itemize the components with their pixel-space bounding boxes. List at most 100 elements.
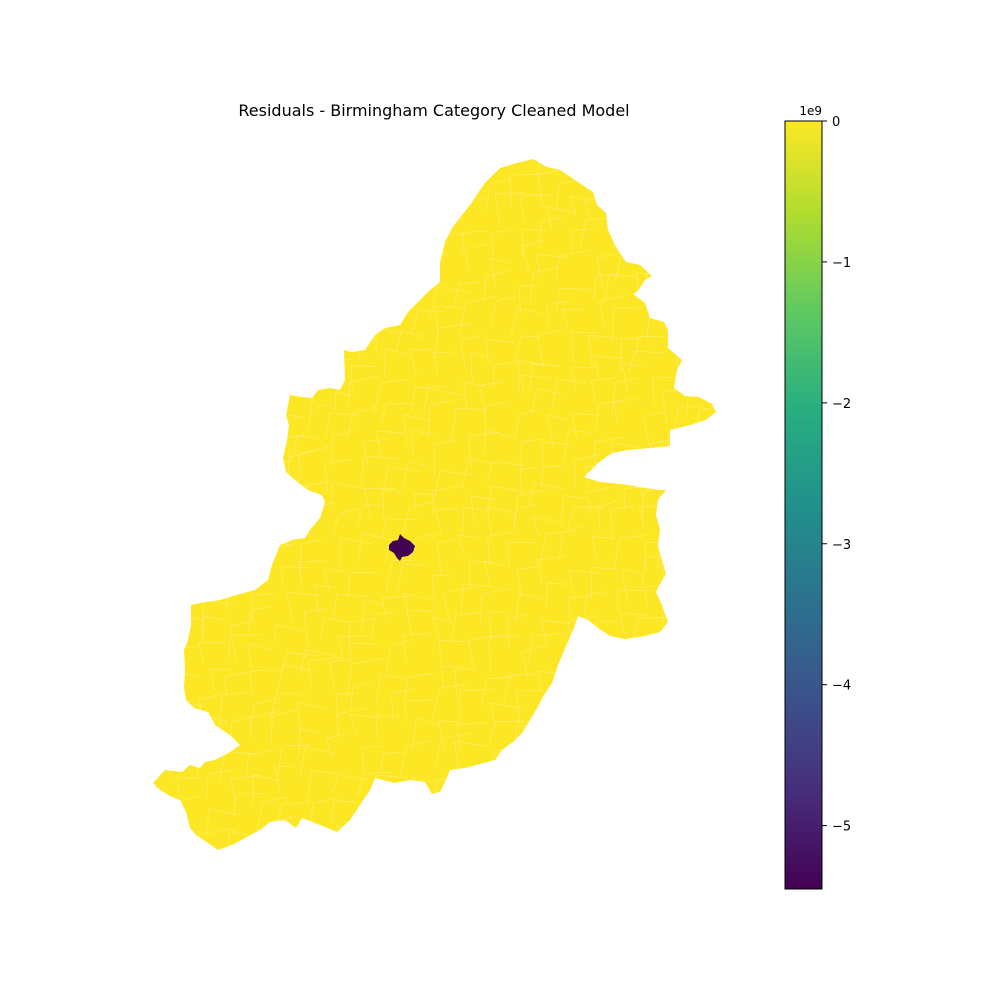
ward-boundary [459,296,498,332]
ward-boundary [596,252,625,291]
ward-boundary [260,509,293,531]
ward-boundary [261,335,291,368]
ward-boundary [636,218,663,250]
ward-boundary [634,159,663,189]
ward-boundary [567,506,604,531]
ward-boundary [410,386,448,412]
ward-boundary [673,800,702,833]
ward-boundary [172,558,200,595]
ward-boundary [429,802,452,834]
ward-boundary [614,534,651,570]
ward-boundary [482,828,504,850]
ward-boundary [587,854,614,886]
ward-boundary [568,595,593,619]
ward-boundary [641,771,674,802]
ward-boundary [153,426,177,456]
ward-boundary [208,304,228,336]
ward-boundary [234,176,259,201]
ward-boundary [375,846,397,850]
ward-boundary [666,318,699,346]
ward-boundary [728,390,762,415]
ward-boundary [374,297,404,329]
ward-boundary [365,159,390,174]
ward-boundary [507,750,538,788]
ward-boundary [348,572,379,597]
ward-boundary [287,839,312,850]
ward-boundary [194,331,221,355]
ward-boundary [694,840,716,850]
ward-boundary [668,182,702,210]
ward-boundary [169,539,202,577]
ward-boundary [277,744,311,777]
ward-boundary [259,196,290,220]
ward-boundary [336,693,358,718]
ward-boundary [643,411,666,449]
ward-boundary [270,692,307,721]
ward-boundary [558,661,584,692]
ward-boundary [528,482,563,503]
ward-boundary [153,201,182,222]
ward-boundary [488,775,524,801]
ward-boundary [206,769,235,797]
ward-boundary [301,359,327,383]
ward-boundary [668,295,698,327]
ward-boundary [545,694,570,716]
ward-boundary [272,159,309,171]
ward-boundary [173,718,207,741]
ward-boundary [488,721,525,745]
ward-boundary [470,352,494,385]
ward-boundary [351,365,377,391]
ward-boundary [563,429,592,460]
ward-boundary [483,786,506,824]
ward-boundary [551,378,586,411]
ward-boundary [622,159,652,173]
ward-boundary [378,176,402,206]
ward-boundary [468,432,500,467]
ward-boundary [616,781,642,814]
ward-boundary [196,402,230,425]
ward-boundary [251,386,278,418]
ward-boundary [175,478,204,506]
ward-boundary [693,646,716,677]
ward-boundary [276,664,315,696]
ward-boundary [333,593,368,619]
ward-boundary [521,239,544,273]
ward-boundary [279,196,314,226]
ward-boundary [433,439,459,477]
ward-boundary [385,639,411,676]
ward-boundary [330,429,356,467]
ward-boundary [307,770,341,804]
ward-boundary [574,454,602,488]
ward-boundary [615,859,644,883]
ward-boundary [360,455,398,483]
ward-boundary [333,508,359,536]
ward-boundary [718,801,748,823]
ward-boundary [207,159,232,166]
ward-boundary [442,159,471,182]
ward-boundary [669,207,699,233]
ward-boundary [222,487,249,518]
ward-boundary [167,224,196,245]
ward-boundary [411,429,435,456]
ward-boundary [513,489,548,528]
ward-boundary [423,387,461,414]
ward-boundary [297,702,330,732]
ward-boundary [232,408,263,442]
ward-boundary [301,234,333,267]
ward-boundary [242,553,272,586]
map-title: Residuals - Birmingham Category Cleaned … [238,101,629,120]
ward-boundary [458,689,493,716]
ward-boundary [721,514,753,545]
ward-boundary [487,531,517,565]
ward-boundary [665,729,686,757]
ward-boundary [645,659,679,690]
ward-boundary [722,282,743,311]
ward-boundary [454,740,488,770]
ward-boundary [695,585,716,623]
ward-boundary [727,480,748,509]
ward-boundary [233,793,266,816]
ward-boundary [205,254,234,274]
colorbar-ticks: 0 −1 −2 −3 −4 −5 [822,115,851,835]
ward-boundary [672,855,702,874]
ward-boundary [489,258,510,289]
